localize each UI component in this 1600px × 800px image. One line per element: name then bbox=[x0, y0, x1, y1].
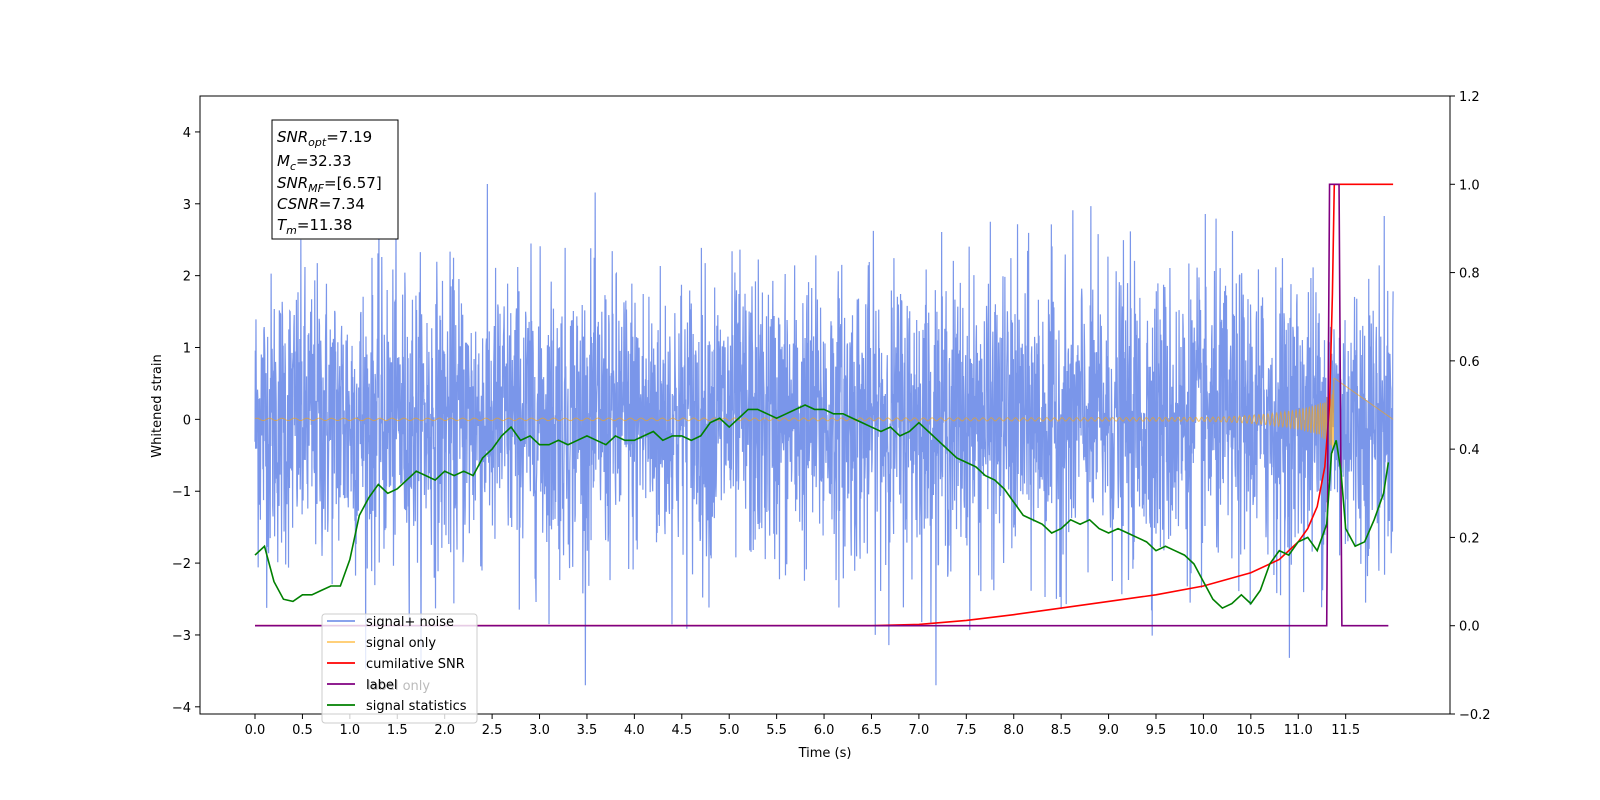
x-tick-label-4: 2.0 bbox=[434, 723, 455, 738]
x-tick-label-6: 3.0 bbox=[529, 723, 550, 738]
y-axis-right: 1.2 1.0 0.8 0.6 0.4 0.2 0.0 −0.2 bbox=[1450, 90, 1491, 723]
series-signal-statistics bbox=[254, 404, 1390, 610]
y2-tick-label-6: 0.0 bbox=[1459, 620, 1480, 635]
x-tick-label-18: 9.0 bbox=[1098, 723, 1119, 738]
y2-tick-label-0: 1.2 bbox=[1459, 90, 1480, 105]
y-axis-left: 4 3 2 1 0 −1 −2 −3 −4 bbox=[172, 126, 200, 716]
stat-csnr: CSNR=7.34 bbox=[277, 195, 365, 213]
y-tick-label-2: 2 bbox=[183, 270, 191, 285]
series-line-signal-noise bbox=[254, 184, 1394, 686]
x-tick-label-1: 0.5 bbox=[292, 723, 313, 738]
y-tick-label-5: −1 bbox=[172, 485, 191, 500]
series-line-label bbox=[255, 183, 1389, 627]
x-tick-label-16: 8.0 bbox=[1003, 723, 1024, 738]
y-tick-label-6: −2 bbox=[172, 557, 191, 572]
series-line-signal-only bbox=[254, 377, 1394, 454]
y-tick-label-0: 4 bbox=[183, 126, 191, 141]
legend-box bbox=[321, 613, 478, 724]
legend-label-1: signal only bbox=[366, 636, 436, 651]
series-cumulative-snr bbox=[255, 183, 1394, 627]
y2-tick-label-3: 0.6 bbox=[1459, 355, 1480, 370]
x-tick-label-21: 10.5 bbox=[1236, 723, 1265, 738]
legend: label only signal+ noise signal only cumil… bbox=[321, 613, 478, 724]
y2-tick-label-2: 0.8 bbox=[1459, 267, 1480, 282]
x-tick-label-20: 10.0 bbox=[1189, 723, 1218, 738]
x-tick-label-22: 11.0 bbox=[1284, 723, 1313, 738]
legend-ghost-text: label only bbox=[367, 679, 430, 694]
x-tick-label-12: 6.0 bbox=[814, 723, 835, 738]
stat-snr-opt: SNRopt=7.19 bbox=[277, 128, 372, 149]
stat-mc: Mc=32.33 bbox=[277, 152, 352, 173]
y-tick-label-4: 0 bbox=[183, 413, 191, 428]
y-tick-label-7: −3 bbox=[172, 629, 191, 644]
plot-frame bbox=[199, 95, 1451, 715]
series-line-cumulative-snr bbox=[255, 183, 1394, 627]
legend-label-2: cumilative SNR bbox=[366, 657, 465, 672]
series-label bbox=[255, 183, 1389, 627]
x-tick-label-5: 2.5 bbox=[482, 723, 503, 738]
y2-tick-label-5: 0.2 bbox=[1459, 531, 1480, 546]
x-tick-label-19: 9.5 bbox=[1146, 723, 1167, 738]
stat-snr-mf: SNRMF=[6.57] bbox=[277, 174, 382, 195]
stats-box: SNRopt=7.19 Mc=32.33 SNRMF=[6.57] CSNR=7… bbox=[271, 119, 399, 240]
x-tick-label-0: 0.0 bbox=[245, 723, 266, 738]
y-tick-label-3: 1 bbox=[183, 342, 191, 357]
x-tick-label-8: 4.0 bbox=[624, 723, 645, 738]
x-tick-label-2: 1.0 bbox=[340, 723, 361, 738]
stat-tm: Tm=11.38 bbox=[277, 216, 352, 237]
y-tick-label-8: −4 bbox=[172, 701, 191, 716]
x-axis: 0.0 0.5 1.0 1.5 2.0 2.5 3.0 3.5 4.0 4.5 5.0 5.5 6.0 6… bbox=[245, 714, 1360, 738]
legend-label-4: signal statistics bbox=[366, 699, 467, 714]
x-tick-label-3: 1.5 bbox=[387, 723, 408, 738]
series-signal-only bbox=[254, 377, 1394, 454]
y-axis-label: Whitened strain bbox=[150, 354, 165, 457]
legend-label-3: label bbox=[366, 678, 397, 693]
x-tick-label-15: 7.5 bbox=[956, 723, 977, 738]
x-tick-label-13: 6.5 bbox=[861, 723, 882, 738]
x-tick-label-10: 5.0 bbox=[719, 723, 740, 738]
y2-tick-label-4: 0.4 bbox=[1459, 443, 1480, 458]
series-signal-noise bbox=[254, 184, 1394, 686]
y2-tick-label-7: −0.2 bbox=[1459, 708, 1491, 723]
y-tick-label-1: 3 bbox=[183, 198, 191, 213]
y2-tick-label-1: 1.0 bbox=[1459, 178, 1480, 193]
x-tick-label-7: 3.5 bbox=[577, 723, 598, 738]
x-axis-label: Time (s) bbox=[798, 746, 852, 761]
x-tick-label-14: 7.0 bbox=[909, 723, 930, 738]
x-tick-label-23: 11.5 bbox=[1331, 723, 1360, 738]
x-tick-label-9: 4.5 bbox=[671, 723, 692, 738]
legend-label-0: signal+ noise bbox=[366, 615, 454, 630]
x-tick-label-17: 8.5 bbox=[1051, 723, 1072, 738]
series-line-signal-statistics bbox=[254, 404, 1390, 610]
x-tick-label-11: 5.5 bbox=[766, 723, 787, 738]
